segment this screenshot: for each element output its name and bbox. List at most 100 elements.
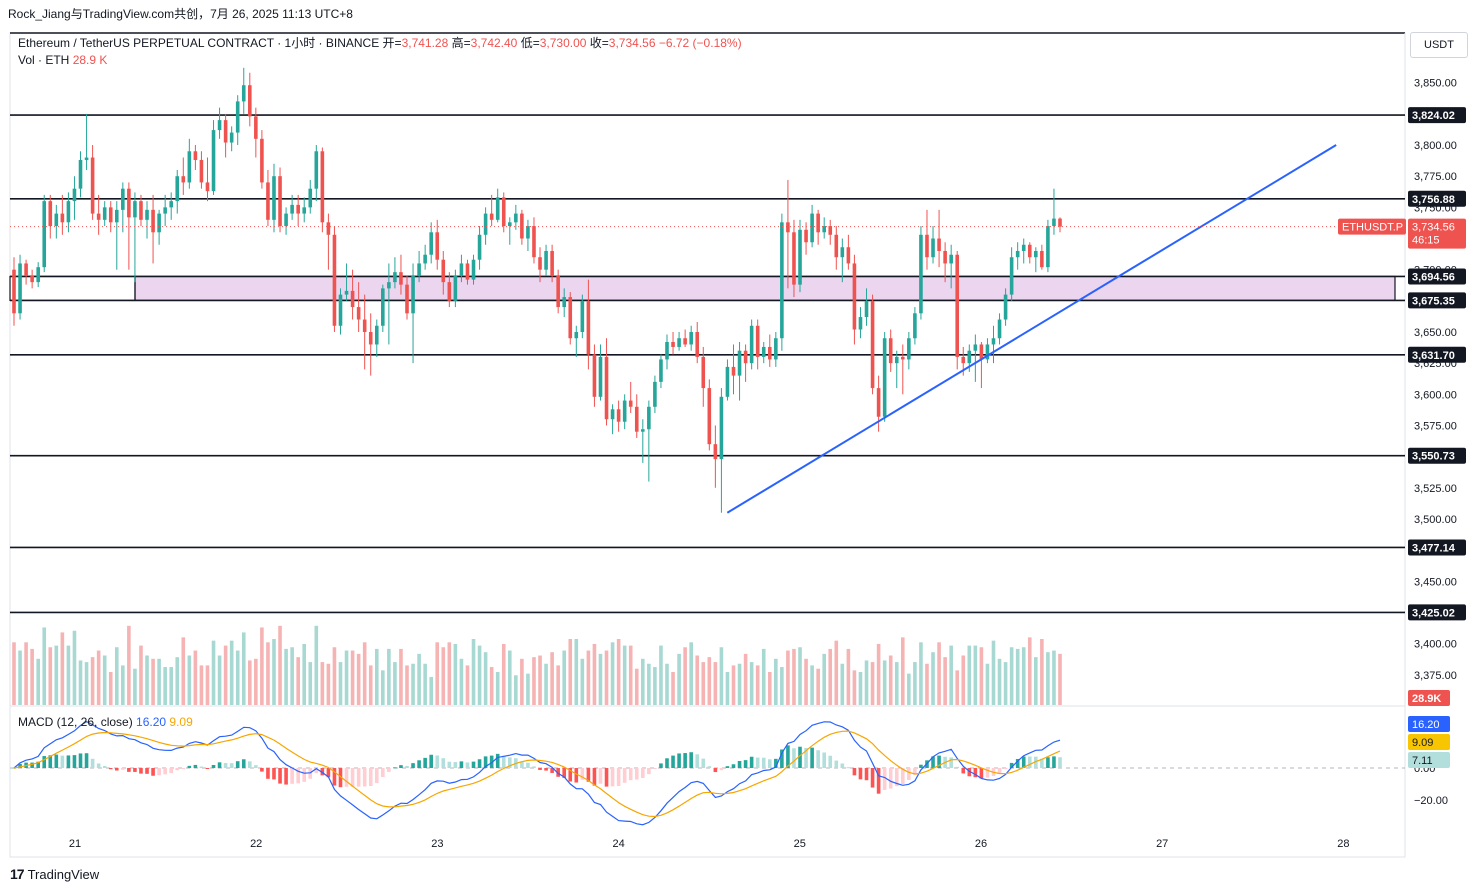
volume-badge-label: 28.9K	[1412, 693, 1441, 705]
macd-histogram-bar	[900, 768, 905, 784]
macd-histogram-bar	[12, 768, 16, 769]
macd-histogram-bar	[429, 754, 433, 768]
macd-histogram-bar	[786, 745, 790, 768]
candle-body	[248, 85, 252, 117]
macd-histogram-bar	[1058, 757, 1062, 768]
macd-histogram-bar	[780, 749, 784, 768]
symbol-legend: Ethereum / TetherUS PERPETUAL CONTRACT ·…	[18, 35, 742, 69]
macd-histogram-bar	[163, 768, 167, 775]
attribution-text: Rock_Jiang与TradingView.com共创，7月 26, 2025…	[8, 7, 353, 21]
tradingview-logo-icon: 17	[10, 866, 25, 882]
macd-histogram-bar	[586, 768, 591, 782]
macd-histogram-bar	[816, 750, 820, 768]
candle-body	[350, 290, 355, 308]
volume-bar	[931, 652, 935, 705]
candle-body	[417, 263, 421, 276]
volume-bar	[913, 662, 917, 705]
volume-bar	[1009, 647, 1014, 705]
volume-bar	[900, 637, 905, 705]
currency-button[interactable]: USDT	[1410, 32, 1468, 58]
volume-legend-value: 28.9 K	[72, 53, 108, 67]
volume-bar	[507, 650, 512, 705]
candle-body	[834, 234, 839, 258]
candle-body	[683, 338, 687, 345]
candle-body	[66, 201, 71, 223]
candle-body	[586, 300, 591, 355]
candle-body	[888, 338, 893, 364]
macd-histogram-bar	[30, 762, 34, 768]
volume-bar	[175, 657, 180, 705]
candle-body	[495, 197, 500, 220]
macd-histogram-bar	[205, 768, 210, 769]
volume-bar	[701, 662, 706, 705]
macd-histogram-bar	[90, 758, 95, 768]
volume-bar	[393, 662, 397, 705]
ohlc-change: −6.72 (−0.18%)	[658, 36, 742, 50]
volume-legend-label[interactable]: Vol · ETH	[18, 53, 70, 67]
candle-body	[907, 338, 911, 360]
volume-bar	[749, 662, 754, 705]
volume-bar	[967, 645, 972, 705]
volume-bar	[205, 665, 210, 705]
ohlc-open: 3,741.28	[401, 36, 449, 50]
macd-histogram-bar	[193, 764, 198, 768]
volume-bar	[864, 660, 869, 705]
macd-histogram-bar	[465, 762, 470, 768]
volume-bar	[544, 663, 548, 705]
candle-body	[713, 444, 718, 460]
macd-histogram-bar	[743, 760, 748, 768]
candle-body	[60, 213, 65, 223]
macd-histogram-bar	[538, 768, 542, 770]
candle-body	[931, 238, 935, 258]
volume-bar	[719, 647, 724, 705]
macd-legend-label[interactable]: MACD (12, 26, close)	[18, 715, 133, 729]
macd-histogram-bar	[42, 756, 47, 768]
macd-histogram-bar	[181, 768, 186, 770]
macd-histogram-bar	[501, 755, 506, 768]
symbol-title[interactable]: Ethereum / TetherUS PERPETUAL CONTRACT ·…	[18, 36, 380, 50]
macd-histogram-bar	[653, 768, 657, 769]
candle-body	[858, 317, 863, 330]
volume-bar	[199, 665, 204, 705]
ohlc-high: 3,742.40	[470, 36, 518, 50]
candle-body	[919, 234, 923, 314]
volume-bar	[368, 665, 373, 705]
volume-bar	[1021, 647, 1026, 705]
ohlc-low: 3,730.00	[539, 36, 587, 50]
macd-histogram-bar	[284, 768, 288, 785]
candle-body	[804, 229, 808, 243]
tradingview-logo[interactable]: 17 TradingView	[10, 866, 99, 882]
macd-histogram-bar	[60, 755, 65, 768]
candle-body	[151, 209, 155, 233]
candle-body	[235, 101, 240, 133]
volume-bar	[628, 645, 633, 705]
volume-bar	[241, 632, 246, 705]
candle-body	[822, 226, 826, 233]
candle-body	[96, 213, 101, 220]
macd-histogram-bar	[834, 760, 839, 768]
price-tick-label: 3,650.00	[1414, 327, 1457, 339]
candle-body	[435, 232, 440, 260]
candle-body	[725, 366, 730, 397]
candle-body	[882, 338, 887, 417]
level-badge	[1408, 447, 1466, 464]
macd-histogram-bar	[381, 768, 385, 778]
macd-histogram-bar	[260, 768, 264, 772]
candle-body	[580, 300, 585, 332]
macd-histogram-bar	[127, 768, 131, 772]
ohlc-low-label: 低=	[520, 36, 540, 50]
volume-bar	[453, 643, 458, 705]
candle-body	[36, 267, 40, 283]
volume-bar	[362, 642, 367, 705]
macd-histogram-bar	[229, 763, 234, 768]
candle-body	[538, 257, 542, 270]
volume-bar	[949, 645, 953, 705]
volume-bar	[1046, 652, 1050, 705]
candle-body	[876, 388, 881, 417]
volume-bar	[574, 639, 579, 705]
candle-body	[949, 254, 953, 264]
level-badge-label: 3,756.88	[1412, 194, 1455, 206]
candle-body	[1046, 226, 1050, 268]
candle-body	[628, 400, 633, 407]
